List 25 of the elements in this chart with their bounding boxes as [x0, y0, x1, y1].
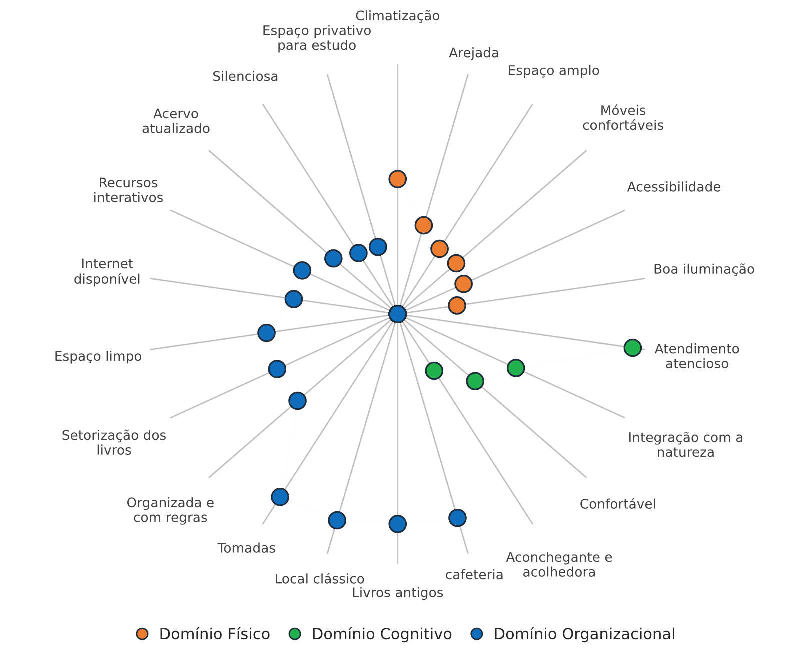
spoke-label: Atendimento atencioso — [654, 344, 740, 369]
spoke-label: Arejada — [449, 47, 498, 60]
spoke-label: Setorização dos livros — [62, 430, 166, 456]
spoke-label: Espaço amplo — [509, 65, 600, 78]
spoke-label: Integração com a natureza — [630, 432, 743, 458]
spoke-label: Espaço privativo para estudo — [264, 25, 371, 53]
legend-label: Domínio Cognitivo — [313, 627, 452, 643]
spoke-label: Móveis confortáveis — [583, 104, 664, 130]
spoke-label: Confortável — [580, 498, 656, 509]
spoke-label: Organizada e com regras — [127, 497, 214, 525]
spoke-label: Boa iluminação — [654, 264, 754, 276]
spoke-label: Livros antigos — [353, 587, 444, 600]
spoke-label: Internet disponível — [74, 258, 140, 287]
legend-label: Domínio Organizacional — [495, 627, 674, 643]
spoke-label: Recursos interativos — [94, 178, 164, 202]
legend-label: Domínio Físico — [160, 627, 270, 640]
spoke-label: Acessibilidade — [627, 182, 721, 192]
spoke-label: Acervo atualizado — [142, 108, 210, 134]
spoke-label: Aconchegante e acolhedora — [506, 552, 612, 577]
spoke-label: Local clássico — [276, 573, 364, 584]
spoke-label: Espaço limpo — [56, 350, 142, 364]
spoke-label: Climatização — [356, 10, 440, 24]
spoke-label: cafeteria — [446, 569, 503, 580]
spoke-label: Tomadas — [218, 542, 276, 553]
spoke-label: Silenciosa — [214, 71, 278, 82]
